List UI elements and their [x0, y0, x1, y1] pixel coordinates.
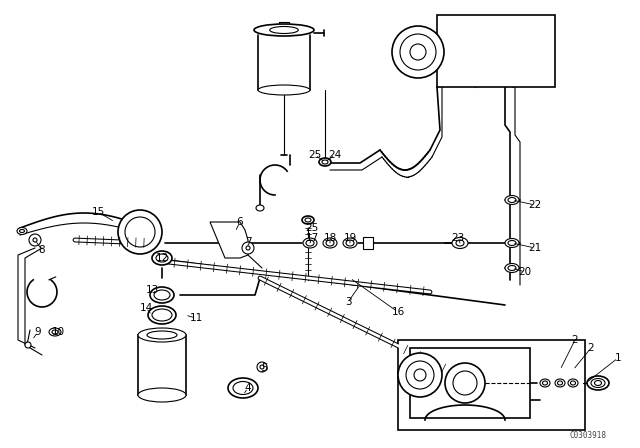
Ellipse shape: [322, 160, 328, 164]
Ellipse shape: [326, 240, 334, 246]
Circle shape: [392, 26, 444, 78]
Ellipse shape: [19, 229, 24, 233]
Text: 2: 2: [588, 343, 595, 353]
Ellipse shape: [595, 380, 602, 385]
Ellipse shape: [505, 195, 519, 204]
Polygon shape: [210, 222, 248, 258]
Ellipse shape: [456, 240, 464, 246]
Ellipse shape: [233, 382, 253, 395]
Ellipse shape: [508, 266, 516, 271]
Text: 22: 22: [529, 200, 541, 210]
Ellipse shape: [543, 381, 547, 385]
Circle shape: [398, 353, 442, 397]
Text: 9: 9: [35, 327, 42, 337]
Ellipse shape: [452, 237, 468, 249]
Polygon shape: [398, 340, 585, 430]
Text: 24: 24: [328, 150, 342, 160]
Circle shape: [410, 44, 426, 60]
Ellipse shape: [52, 330, 58, 334]
Ellipse shape: [152, 309, 172, 321]
Polygon shape: [410, 348, 530, 418]
Ellipse shape: [505, 263, 519, 272]
Ellipse shape: [138, 328, 186, 342]
Ellipse shape: [587, 376, 609, 390]
Text: 25: 25: [308, 150, 322, 160]
Circle shape: [242, 242, 254, 254]
Circle shape: [125, 217, 155, 247]
Text: 21: 21: [529, 243, 541, 253]
Bar: [363, 237, 373, 249]
Text: 11: 11: [189, 313, 203, 323]
Ellipse shape: [570, 381, 575, 385]
Ellipse shape: [557, 381, 563, 385]
Ellipse shape: [591, 379, 605, 388]
Ellipse shape: [152, 251, 172, 265]
Ellipse shape: [505, 238, 519, 247]
Ellipse shape: [148, 306, 176, 324]
Circle shape: [400, 34, 436, 70]
Circle shape: [414, 369, 426, 381]
Ellipse shape: [17, 228, 27, 234]
Ellipse shape: [343, 238, 357, 248]
Ellipse shape: [508, 198, 516, 202]
Text: 10: 10: [51, 327, 65, 337]
Ellipse shape: [568, 379, 578, 387]
Text: 8: 8: [38, 245, 45, 255]
Text: 14: 14: [140, 303, 152, 313]
Text: C0303918: C0303918: [570, 431, 607, 440]
Text: 15: 15: [92, 207, 104, 217]
Ellipse shape: [303, 238, 317, 248]
Text: 12: 12: [156, 253, 168, 263]
Circle shape: [33, 238, 37, 242]
Ellipse shape: [540, 379, 550, 387]
Ellipse shape: [258, 85, 310, 95]
Ellipse shape: [305, 218, 311, 222]
Ellipse shape: [323, 238, 337, 248]
Text: 13: 13: [145, 285, 159, 295]
Text: 7: 7: [244, 237, 252, 247]
Text: 25: 25: [305, 223, 319, 233]
Ellipse shape: [319, 158, 331, 166]
Circle shape: [29, 234, 41, 246]
Text: 16: 16: [392, 307, 404, 317]
Ellipse shape: [49, 328, 61, 336]
Circle shape: [260, 365, 264, 369]
Text: 3: 3: [345, 297, 351, 307]
Circle shape: [406, 361, 434, 389]
Ellipse shape: [346, 240, 354, 246]
Ellipse shape: [306, 240, 314, 246]
Text: 17: 17: [305, 233, 319, 243]
Ellipse shape: [150, 287, 174, 303]
Circle shape: [25, 342, 31, 348]
Text: 18: 18: [323, 233, 337, 243]
Circle shape: [118, 210, 162, 254]
Bar: [138, 335, 186, 395]
Ellipse shape: [156, 254, 168, 262]
Ellipse shape: [555, 379, 565, 387]
Text: 6: 6: [237, 217, 243, 227]
Text: 2: 2: [572, 335, 579, 345]
Ellipse shape: [154, 290, 170, 300]
Ellipse shape: [256, 205, 264, 211]
Text: 20: 20: [518, 267, 532, 277]
Ellipse shape: [269, 26, 298, 34]
Circle shape: [453, 371, 477, 395]
Text: 4: 4: [244, 383, 252, 393]
Circle shape: [257, 362, 267, 372]
Ellipse shape: [147, 331, 177, 339]
Circle shape: [445, 363, 485, 403]
Ellipse shape: [302, 216, 314, 224]
Text: 1: 1: [614, 353, 621, 363]
Ellipse shape: [254, 24, 314, 36]
Ellipse shape: [228, 378, 258, 398]
Bar: [437, 15, 555, 87]
Ellipse shape: [508, 241, 516, 246]
Circle shape: [246, 246, 250, 250]
Text: 23: 23: [451, 233, 465, 243]
Ellipse shape: [138, 388, 186, 402]
Text: 5: 5: [260, 363, 268, 373]
Text: 19: 19: [344, 233, 356, 243]
